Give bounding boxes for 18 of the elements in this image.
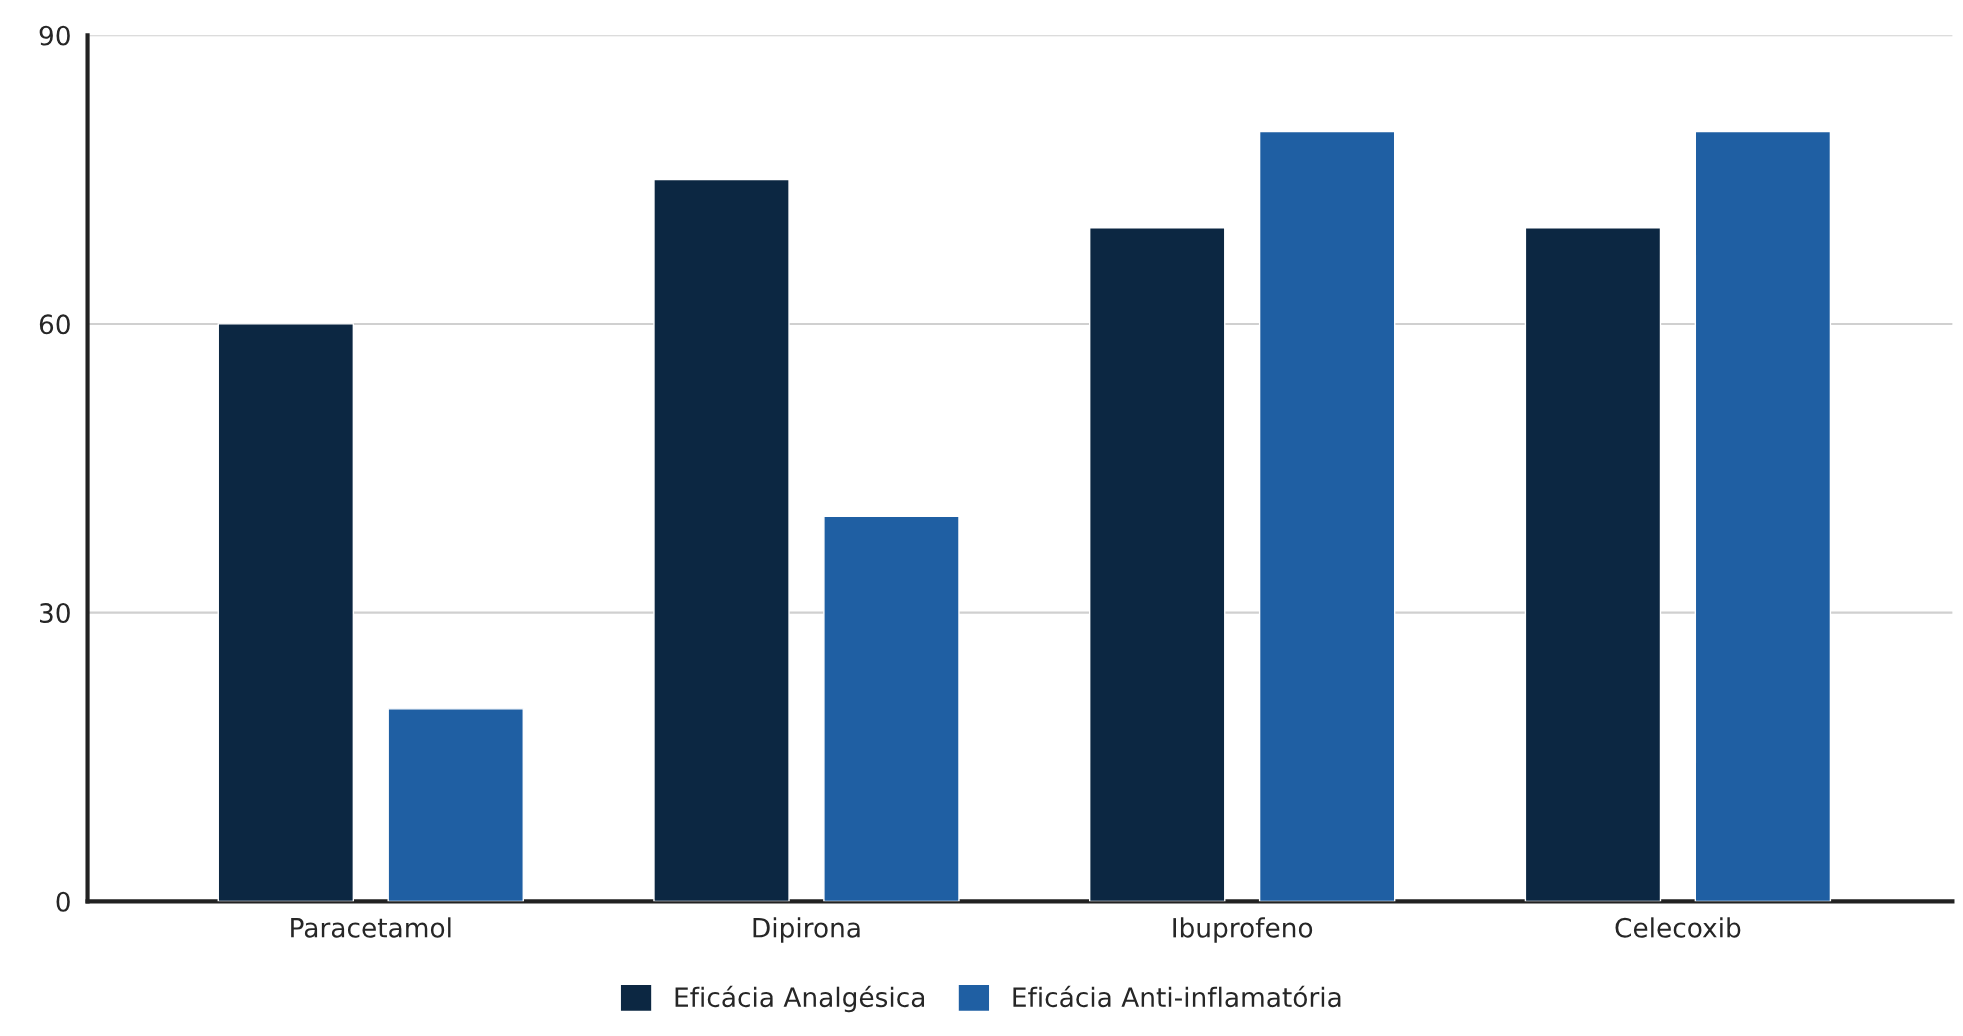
bar xyxy=(1524,226,1662,902)
bar xyxy=(653,178,790,902)
bar xyxy=(217,323,355,902)
bar xyxy=(1258,130,1396,902)
bar xyxy=(387,708,524,902)
bar xyxy=(823,515,960,902)
y-tick-label: 60 xyxy=(39,314,70,335)
bar xyxy=(1694,130,1832,902)
x-tick-label: Celecoxib xyxy=(1615,917,1741,938)
y-tick-label: 0 xyxy=(56,891,70,912)
y-tick-label: 30 xyxy=(40,603,70,624)
x-tick-label: Dipirona xyxy=(753,917,860,943)
y-tick-label: 90 xyxy=(39,25,70,46)
legend-label: Eficácia Anti-inflamatória xyxy=(1013,985,1341,1008)
bar xyxy=(1088,226,1226,902)
legend-label: Eficácia Analgésica xyxy=(675,985,925,1013)
x-tick-label: Paracetamol xyxy=(291,917,451,938)
x-tick-label: Ibuprofeno xyxy=(1173,917,1313,943)
